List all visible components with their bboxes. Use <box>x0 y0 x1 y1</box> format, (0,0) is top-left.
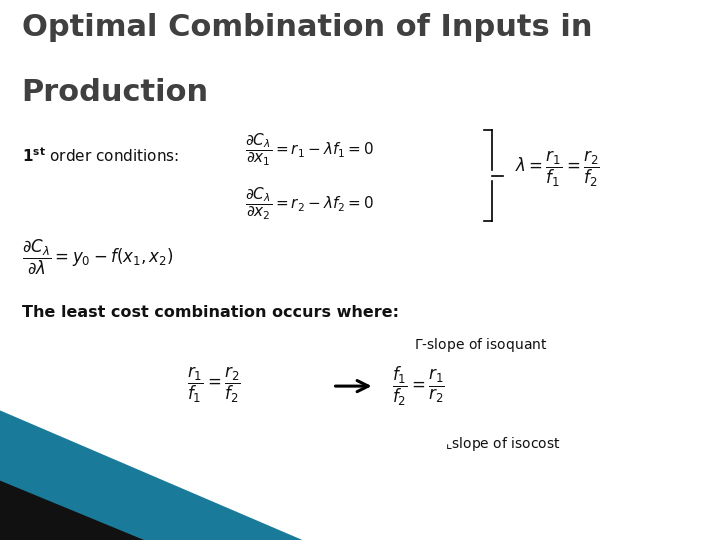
Text: $\dfrac{\partial C_{\lambda}}{\partial x_1} = r_1 - \lambda f_1 = 0$: $\dfrac{\partial C_{\lambda}}{\partial x… <box>245 132 374 168</box>
Text: $\Gamma$-slope of isoquant: $\Gamma$-slope of isoquant <box>414 336 547 354</box>
Text: $\dfrac{r_1}{f_1} = \dfrac{r_2}{f_2}$: $\dfrac{r_1}{f_1} = \dfrac{r_2}{f_2}$ <box>187 364 241 404</box>
Text: $\dfrac{\partial C_{\lambda}}{\partial \lambda} = y_0 - f(x_1, x_2)$: $\dfrac{\partial C_{\lambda}}{\partial \… <box>22 238 174 276</box>
Text: $\dfrac{f_1}{f_2} = \dfrac{r_1}{r_2}$: $\dfrac{f_1}{f_2} = \dfrac{r_1}{r_2}$ <box>392 364 446 408</box>
Text: $\mathbf{1}^{\mathbf{st}}$ order conditions:: $\mathbf{1}^{\mathbf{st}}$ order conditi… <box>22 146 179 165</box>
Text: $\llcorner$slope of isocost: $\llcorner$slope of isocost <box>445 435 561 453</box>
Text: Production: Production <box>22 78 209 107</box>
Polygon shape <box>0 410 302 540</box>
Text: The least cost combination occurs where:: The least cost combination occurs where: <box>22 305 399 320</box>
Polygon shape <box>0 481 144 540</box>
Text: $\lambda = \dfrac{r_1}{f_1} = \dfrac{r_2}{f_2}$: $\lambda = \dfrac{r_1}{f_1} = \dfrac{r_2… <box>515 148 600 188</box>
Text: Optimal Combination of Inputs in: Optimal Combination of Inputs in <box>22 14 592 43</box>
Text: $\dfrac{\partial C_{\lambda}}{\partial x_2} = r_2 - \lambda f_2 = 0$: $\dfrac{\partial C_{\lambda}}{\partial x… <box>245 186 374 222</box>
